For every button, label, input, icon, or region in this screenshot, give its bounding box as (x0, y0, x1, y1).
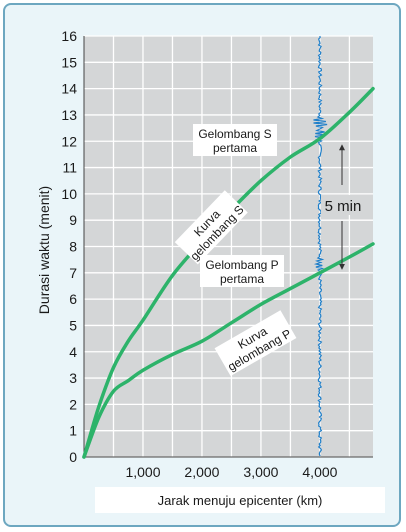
interval-label-bg (321, 195, 365, 215)
y-tick-label: 16 (61, 28, 77, 44)
y-tick-label: 12 (61, 133, 77, 149)
y-tick-label: 3 (69, 370, 77, 386)
p-arrival-label-bg (200, 255, 284, 287)
x-tick-label: 1,000 (125, 464, 160, 480)
x-tick-label: 2,000 (184, 464, 219, 480)
chart-frame: 0 1 2 3 4 5 6 7 8 9 10 11 12 13 14 15 16 1,000 2,000 3,000 4… (3, 3, 401, 527)
s-curve-label-bg (174, 190, 248, 265)
y-tick-label: 11 (62, 160, 77, 176)
y-tick-label: 2 (69, 396, 77, 412)
y-tick-label: 7 (69, 265, 77, 281)
x-axis-label: Jarak menuju epicenter (km) (157, 492, 323, 508)
x-tick-label: 4,000 (302, 464, 337, 480)
x-axis-label-box: Jarak menuju epicenter (km) (95, 487, 385, 513)
s-arrival-label-line: pertama (213, 141, 257, 155)
seismogram-trace (313, 35, 328, 457)
x-tick-label: 3,000 (243, 464, 278, 480)
p-arrival-label-line: pertama (220, 272, 264, 286)
y-tick-label: 10 (61, 186, 77, 202)
s-arrival-label-line: Gelombang S (198, 127, 271, 141)
y-tick-label: 14 (61, 81, 77, 97)
s-arrival-label-bg (193, 124, 277, 156)
p-curve-label-bg (214, 310, 297, 376)
y-tick-label: 15 (61, 54, 77, 70)
y-tick-label: 6 (69, 291, 77, 307)
seismogram (313, 35, 328, 457)
y-tick-label: 0 (69, 449, 77, 465)
p-arrival-label-line: Gelombang P (205, 258, 278, 272)
y-axis-label: Durasi waktu (menit) (36, 186, 52, 314)
p-wave-curve (82, 242, 375, 459)
y-tick-label: 8 (69, 239, 77, 255)
y-tick-label: 9 (69, 212, 77, 228)
y-tick-label: 13 (61, 107, 77, 123)
interval-label: 5 min (325, 198, 362, 215)
y-tick-label: 1 (69, 423, 77, 439)
y-tick-label: 4 (69, 344, 77, 360)
y-tick-label: 5 (69, 317, 77, 333)
